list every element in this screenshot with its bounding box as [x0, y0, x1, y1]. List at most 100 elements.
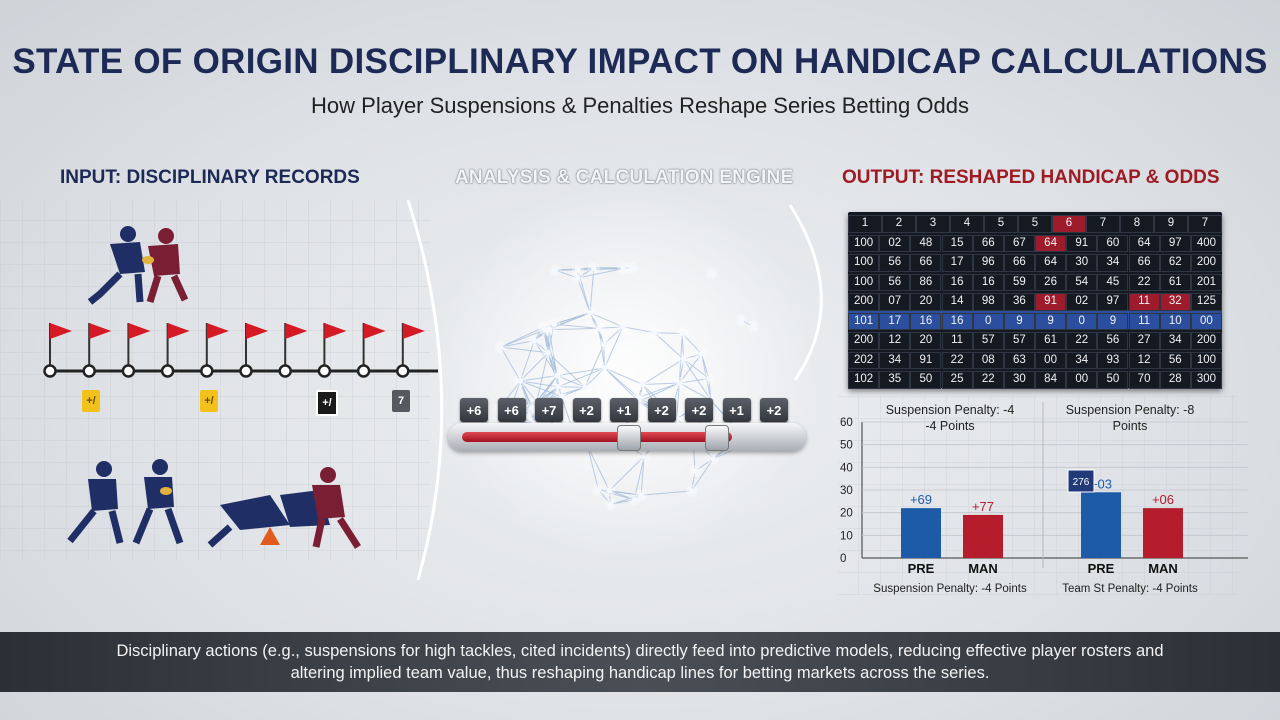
- y-tick-label: 40: [840, 462, 853, 474]
- odds-cell: 64: [1035, 234, 1067, 253]
- factor-button[interactable]: +7: [535, 398, 563, 422]
- page-title: STATE OF ORIGIN DISCIPLINARY IMPACT ON H…: [12, 42, 1268, 81]
- factor-button[interactable]: +2: [572, 398, 601, 422]
- bar-pre: [1081, 492, 1121, 558]
- odds-cell: 2: [882, 215, 916, 233]
- odds-cell: 10: [1159, 312, 1191, 331]
- odds-cell: 15: [941, 234, 973, 253]
- odds-cell: 201: [1190, 273, 1222, 292]
- odds-cell: 00: [1035, 351, 1067, 370]
- odds-cell: 67: [1003, 234, 1035, 253]
- odds-cell: 34: [1159, 332, 1191, 350]
- network-node: [498, 344, 504, 350]
- odds-cell: 0: [1066, 312, 1098, 331]
- odds-cell: 0: [972, 312, 1004, 331]
- odds-cell: 30: [1066, 254, 1098, 272]
- page-subtitle: How Player Suspensions & Penalties Resha…: [311, 93, 969, 118]
- card-marker: +/: [200, 390, 218, 412]
- annotation-label: 276: [1073, 477, 1090, 488]
- odds-cell: 102: [848, 371, 880, 389]
- bar-value-label: +06: [1152, 492, 1174, 507]
- factor-button[interactable]: +6: [497, 398, 526, 422]
- odds-cell: 60: [1097, 234, 1129, 253]
- y-tick-label: 50: [840, 440, 853, 452]
- odds-cell: 5: [1018, 215, 1052, 233]
- odds-cell: 26: [1035, 273, 1067, 292]
- network-node: [582, 384, 588, 391]
- slider-handle-left[interactable]: [617, 425, 641, 451]
- penalty-flag: [82, 323, 112, 378]
- slider-handle-right[interactable]: [705, 425, 729, 451]
- network-node: [555, 384, 561, 390]
- network-node: [710, 456, 716, 462]
- bar-man: [963, 514, 1003, 558]
- odds-cell: 22: [1066, 332, 1098, 350]
- output-section-heading: OUTPUT: RESHAPED HANDICAP & ODDS: [842, 167, 1220, 188]
- odds-cell: 34: [879, 351, 911, 370]
- odds-cell: 125: [1190, 293, 1222, 311]
- network-node: [651, 329, 658, 336]
- penalty-flag: [160, 323, 190, 378]
- odds-cell: 98: [972, 293, 1004, 311]
- network-node: [631, 496, 638, 503]
- factor-button[interactable]: +2: [760, 398, 788, 422]
- network-node: [692, 468, 698, 474]
- odds-cell: 22: [1128, 273, 1160, 292]
- chart-footer: Team St Penalty: -4 Points: [1062, 583, 1198, 595]
- odds-cell: 20: [910, 293, 942, 311]
- y-tick-label: 0: [840, 553, 846, 565]
- chart-footer: Suspension Penalty: -4 Points: [873, 583, 1027, 595]
- factor-button[interactable]: +6: [460, 398, 488, 422]
- odds-cell: 22: [941, 351, 973, 370]
- odds-cell: 48: [910, 234, 942, 253]
- bar-pre: [901, 508, 941, 558]
- factor-button[interactable]: +2: [685, 398, 713, 422]
- annotation-box: [1067, 469, 1095, 493]
- network-node: [595, 325, 602, 332]
- odds-cell: 66: [1003, 254, 1035, 272]
- input-section-heading: INPUT: DISCIPLINARY RECORDS: [60, 167, 360, 188]
- chart-title: Suspension Penalty: -8: [1066, 403, 1195, 417]
- engine-glow: [435, 180, 815, 560]
- network-node: [545, 349, 551, 356]
- network-node: [607, 501, 614, 508]
- odds-cell: 100: [848, 273, 880, 292]
- network-node: [628, 264, 635, 271]
- odds-cell: 17: [941, 254, 973, 272]
- odds-cell: 56: [1159, 351, 1191, 370]
- bar-value-label: +03: [1090, 476, 1112, 491]
- odds-cell: 12: [879, 332, 911, 350]
- odds-cell: 27: [1128, 332, 1160, 350]
- factor-button[interactable]: +1: [610, 398, 638, 422]
- network-node: [708, 270, 715, 277]
- odds-cell: 30: [1003, 371, 1035, 389]
- network-node: [575, 267, 581, 273]
- odds-cell: 4: [950, 215, 984, 233]
- odds-cell: 00: [1190, 312, 1222, 331]
- input-grid: [0, 200, 430, 560]
- odds-cell: 100: [848, 254, 880, 272]
- category-label: PRE: [908, 561, 935, 576]
- odds-cell: 97: [1097, 293, 1129, 311]
- odds-cell: 57: [1003, 332, 1035, 350]
- factor-button[interactable]: +1: [722, 398, 751, 422]
- odds-cell: 5: [984, 215, 1018, 233]
- odds-cell: 35: [879, 371, 911, 389]
- odds-cell: 00: [1066, 371, 1098, 389]
- factor-button[interactable]: +2: [647, 398, 676, 422]
- neural-network-sphere: [493, 261, 759, 511]
- odds-cell: 34: [1066, 351, 1098, 370]
- card-marker: +/: [82, 390, 100, 412]
- odds-cell: 16: [910, 312, 942, 331]
- odds-cell: 16: [941, 273, 973, 292]
- network-node: [558, 393, 565, 400]
- odds-cell: 56: [1097, 332, 1129, 350]
- odds-cell: 86: [910, 273, 942, 292]
- odds-cell: 3: [916, 215, 950, 233]
- odds-cell: 56: [879, 273, 911, 292]
- odds-cell: 9: [1154, 215, 1188, 233]
- odds-cell: 7: [1188, 215, 1222, 233]
- odds-cell: 9: [1035, 312, 1067, 331]
- odds-cell: 62: [1159, 254, 1191, 272]
- network-node: [679, 330, 686, 337]
